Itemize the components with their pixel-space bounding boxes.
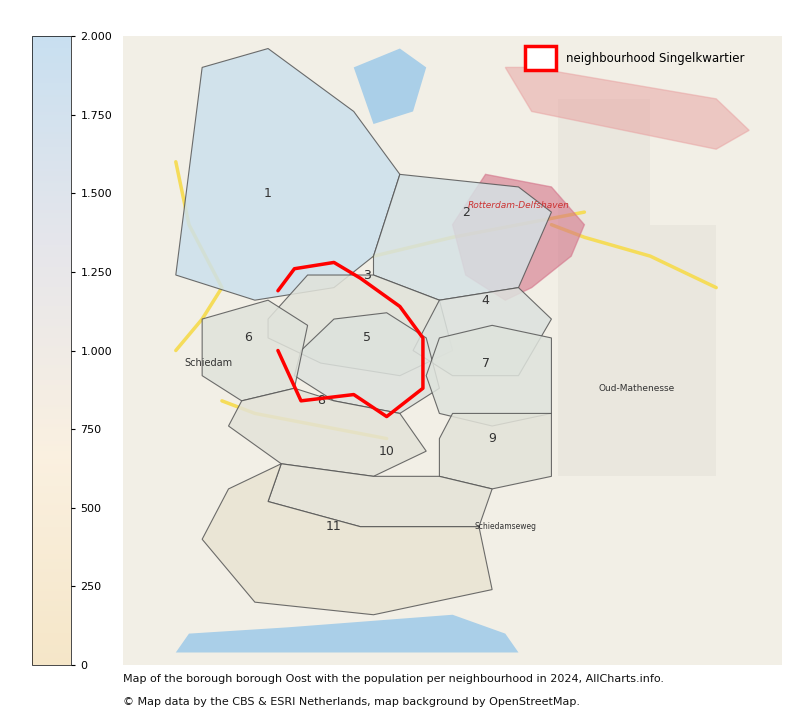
Polygon shape [229,388,426,477]
Polygon shape [268,464,492,526]
Text: Oud-Mathenesse: Oud-Mathenesse [599,384,675,393]
Polygon shape [558,224,716,477]
Text: 11: 11 [326,520,342,533]
Text: Map of the borough borough Oost with the population per neighbourhood in 2024, A: Map of the borough borough Oost with the… [123,674,664,684]
Text: © Map data by the CBS & ESRI Netherlands, map background by OpenStreetMap.: © Map data by the CBS & ESRI Netherlands… [123,697,580,707]
Text: neighbourhood Singelkwartier: neighbourhood Singelkwartier [566,52,744,65]
Text: 6: 6 [245,331,252,344]
Polygon shape [426,325,551,426]
Polygon shape [353,49,426,124]
Polygon shape [175,49,400,301]
Text: 4: 4 [482,293,489,307]
Polygon shape [268,275,453,375]
Text: 10: 10 [379,444,395,458]
Polygon shape [413,288,551,375]
Text: Rotterdam-Delfshaven: Rotterdam-Delfshaven [468,201,569,211]
Polygon shape [505,68,749,150]
Polygon shape [453,174,584,301]
Text: Schiedamseweg: Schiedamseweg [474,522,536,531]
Polygon shape [202,464,492,615]
Text: Schiedam: Schiedam [185,358,233,368]
Text: 5: 5 [363,331,371,344]
Text: 9: 9 [488,432,496,445]
Polygon shape [175,615,518,653]
Text: 2: 2 [462,206,470,219]
Polygon shape [558,99,650,224]
Text: 7: 7 [481,357,490,370]
Text: 3: 3 [363,268,371,282]
Bar [525,46,556,70]
Polygon shape [439,413,551,489]
Polygon shape [295,313,439,413]
Text: 1: 1 [264,187,272,200]
Polygon shape [202,301,307,401]
Polygon shape [373,174,551,301]
Text: 8: 8 [317,394,325,408]
